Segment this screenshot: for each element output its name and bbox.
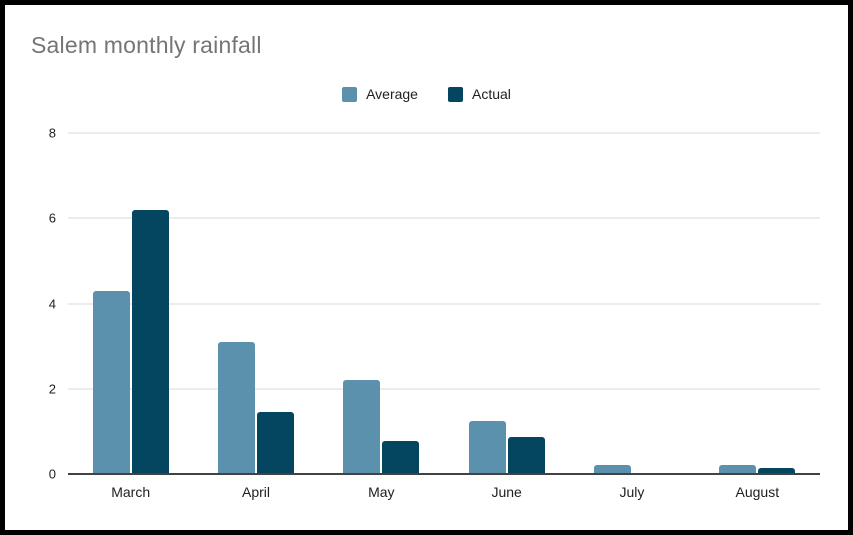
bar-actual-june [507,436,545,474]
y-tick-label: 4 [48,296,56,311]
legend-swatch-actual [447,86,463,102]
y-tick-label: 6 [48,210,56,226]
gridline [68,217,820,219]
legend-label-average: Average [366,86,418,102]
bar-group-july: July [569,133,694,500]
bar-actual-april [256,412,294,474]
bar-group-august: August [695,133,820,500]
gridline [68,303,820,304]
bar-group-june: June [444,133,569,500]
legend-swatch-average [342,86,358,102]
bar-actual-may [382,440,420,474]
bar-actual-march [131,209,169,474]
x-tick-label: March [111,484,151,500]
y-tick-label: 0 [48,466,56,482]
bar-actual-august [758,468,796,474]
bar-average-august [719,464,757,474]
bar-group-april: April [193,133,318,500]
legend-item-actual: Actual [447,86,511,102]
chart-title: Salem monthly rainfall [31,32,262,58]
legend-item-average: Average [342,86,418,102]
legend: Average Actual [5,86,848,102]
x-tick-label: August [735,484,780,500]
bar-average-july [593,464,631,474]
bar-group-may: May [319,133,444,500]
legend-label-actual: Actual [471,86,511,102]
x-tick-label: July [619,484,645,500]
x-tick-label: May [368,484,395,500]
x-axis-line [68,473,820,475]
bar-average-may [343,380,381,474]
gridline [68,132,820,134]
gridline [68,388,820,390]
y-tick-label: 8 [48,125,56,141]
bar-average-june [468,420,506,474]
bar-group-march: March [68,133,193,500]
bar-groups: March April May June July August [68,133,820,500]
bar-average-march [92,290,130,474]
bar-average-april [217,341,255,474]
x-tick-label: June [491,484,522,500]
y-tick-label: 2 [48,381,56,397]
x-tick-label: April [241,484,270,500]
plot-area: March April May June July August 0 2 4 6 8 [49,127,820,500]
